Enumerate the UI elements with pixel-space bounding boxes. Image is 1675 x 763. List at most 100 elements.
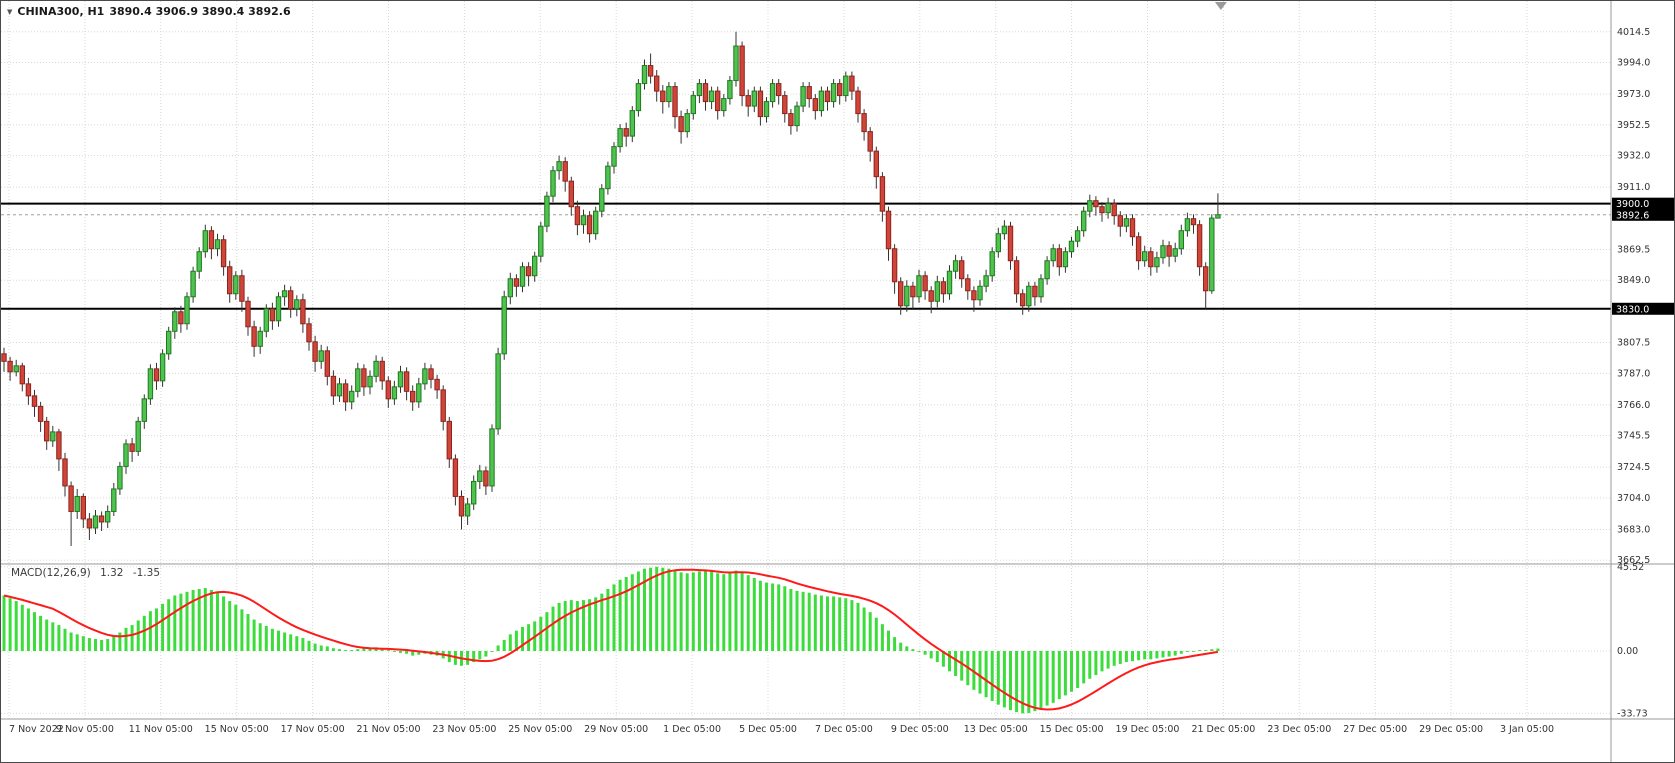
macd-bar [575,601,579,651]
candle-bear [702,83,709,103]
candle-bull [1160,245,1166,259]
candle-bull [617,128,623,148]
macd-bar [289,634,293,651]
candle-bear [1013,260,1020,295]
macd-bar [1155,651,1159,659]
macd-bar [899,642,903,651]
candle-bull [196,251,202,272]
symbol-header[interactable]: ▼ CHINA300, H1 3890.4 3906.9 3890.4 3892… [7,5,291,18]
candle-bear [379,360,385,382]
macd-bar [636,571,640,651]
candle-bear [654,75,660,92]
macd-axis-label: -33.73 [1617,708,1648,719]
candle-bear [739,45,745,97]
macd-bar [2,595,6,651]
candle-bull [1105,203,1111,214]
candle-bull [214,239,221,250]
macd-axis-label: 45.52 [1617,562,1644,573]
candle-bull [123,443,129,467]
candle-bull [336,383,343,397]
macd-bar [765,582,768,651]
candle-bear [428,368,434,380]
macd-bar [63,628,67,651]
macd-bar [1015,651,1019,713]
macd-bar [240,609,244,651]
macd-bar [1045,651,1049,706]
macd-bar [1161,651,1165,658]
macd-bar [185,591,189,651]
candle-bull [159,353,166,382]
macd-bar [392,651,396,652]
macd-bar [399,651,402,653]
symbol-dropdown-icon[interactable]: ▼ [7,7,13,16]
price-axis-label: 3745.5 [1617,431,1650,442]
macd-bar [26,608,30,651]
candle-bear [361,368,367,388]
macd-bar [850,600,854,651]
macd-bar [746,575,750,651]
macd-bar [996,651,1000,705]
macd-bar [868,612,872,651]
svg-text:3830.0: 3830.0 [1616,304,1649,315]
macd-bar [954,651,958,676]
macd-bar [618,579,622,651]
time-axis-label: 9 Dec 05:00 [891,724,949,735]
candle-bull [391,386,398,400]
price-axis-label: 3952.5 [1617,120,1650,131]
svg-text:3892.6: 3892.6 [1616,210,1649,221]
macd-bar [710,571,714,651]
candle-bull [92,515,99,529]
macd-bar [990,651,994,701]
candle-bull [416,383,422,403]
candle-bull [1215,214,1221,219]
candle-bear [1020,293,1026,307]
price-axis-label: 3994.0 [1617,58,1650,69]
candle-bull [1044,260,1050,280]
candle-bear [37,405,44,422]
candle-bear [867,131,873,152]
macd-axis[interactable]: 45.52 0.00 -33.73 [1617,562,1648,720]
price-axis-label: 3787.0 [1617,368,1650,379]
candle-bull [843,75,849,97]
macd-bar [57,625,61,651]
macd-bar [258,623,262,651]
macd-bar [338,649,341,651]
candle-bull [464,503,471,517]
candle-bear [824,90,831,103]
candle-bull [355,368,361,392]
macd-bar [173,595,177,651]
macd-bar [203,588,207,651]
candle-bull [13,365,19,373]
macd-bar [807,592,811,651]
candle-bear [647,65,654,77]
candle-bear [1129,218,1136,238]
candle-bear [782,95,788,115]
macd-bar [502,639,506,651]
macd-bar [789,589,793,651]
candle-bear [208,230,215,250]
price-axis[interactable]: 4014.5 3994.0 3973.0 3952.5 3932.0 3911.0 3869… [1612,27,1675,566]
candle-bear [1007,225,1014,262]
candle-bull [934,281,940,302]
candle-bull [507,278,514,298]
macd-bar [313,643,317,651]
time-axis-label: 7 Dec 05:00 [815,724,873,735]
candle-bear [1056,248,1062,268]
candle-bear [1148,251,1154,268]
macd-bar [8,598,12,651]
macd-bar [929,651,933,659]
macd-bar [935,651,939,663]
candle-bear [324,350,331,377]
time-axis-label: 13 Dec 05:00 [964,724,1028,735]
macd-bar [911,649,915,651]
price-axis-label: 3973.0 [1617,89,1650,100]
price-axis-label: 3724.5 [1617,462,1650,473]
candle-bull [708,90,715,103]
macd-bar [588,599,592,651]
macd-bar [1149,651,1153,660]
chart-shift-marker[interactable] [1214,2,1227,10]
horizontal-line-objects[interactable] [1,202,1611,310]
